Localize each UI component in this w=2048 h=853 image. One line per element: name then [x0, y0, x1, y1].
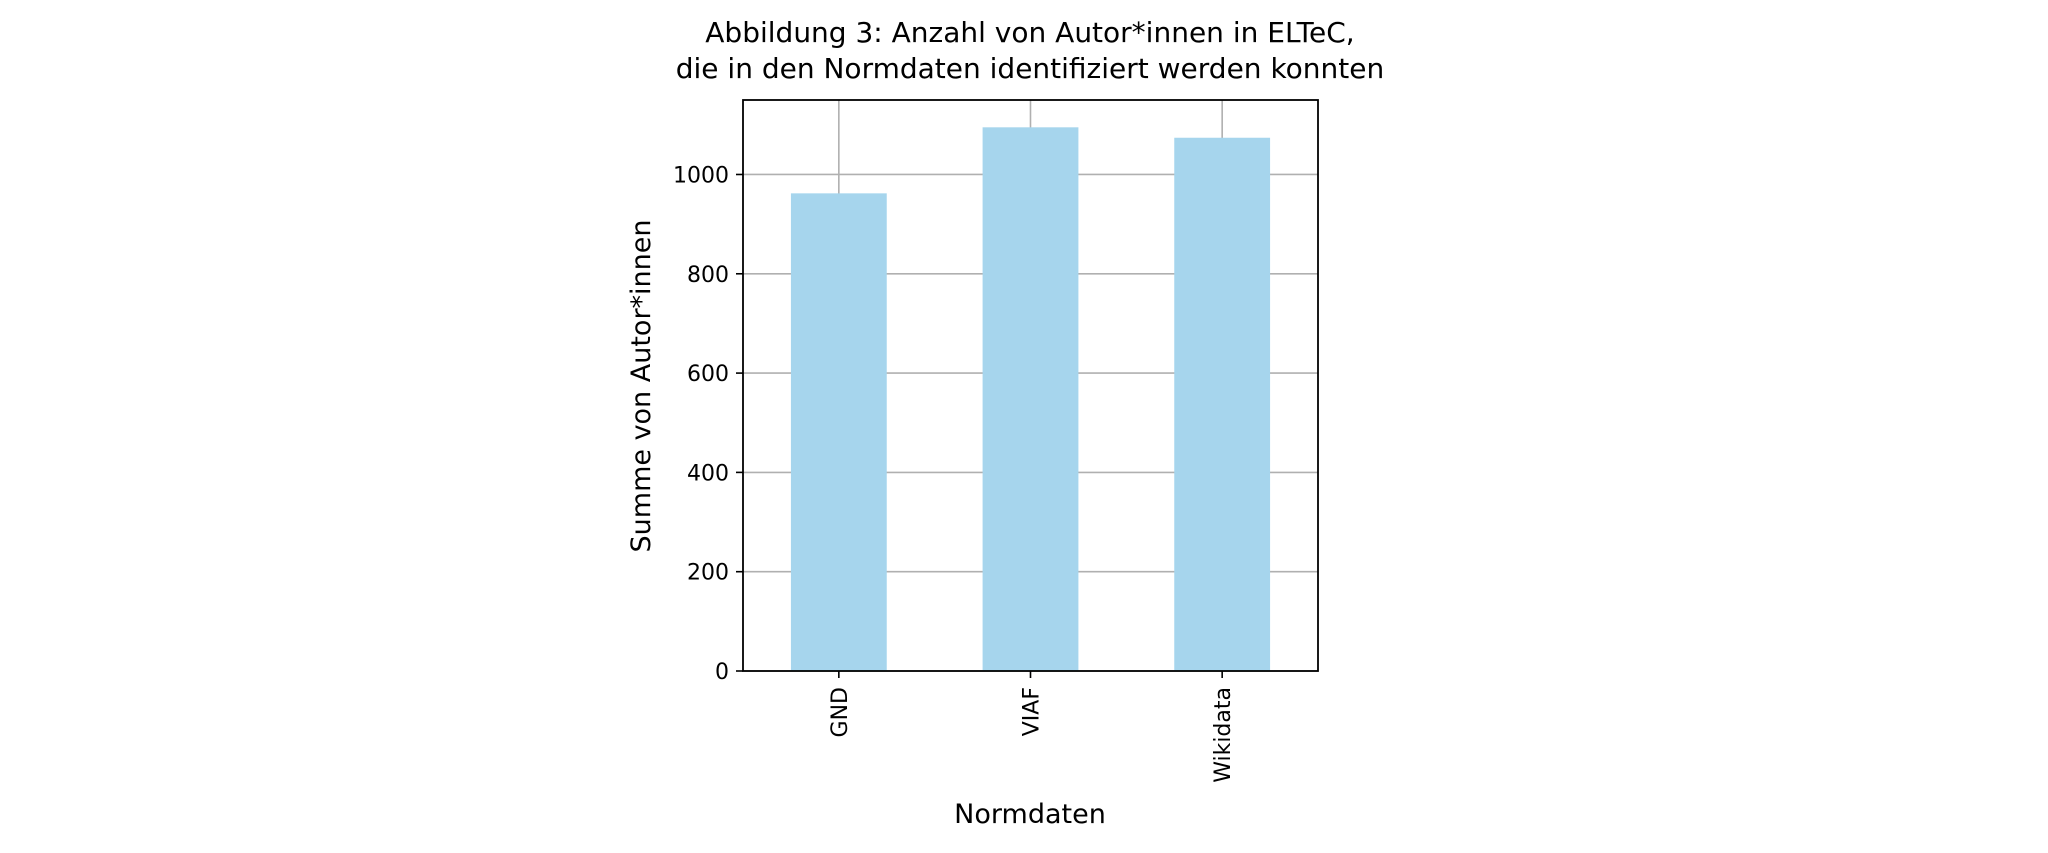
y-tick-label: 1000 [673, 163, 729, 188]
x-axis-ticks: GND VIAF Wikidata [828, 671, 1236, 783]
y-tick-label: 600 [687, 362, 729, 387]
chart-title-line-2: die in den Normdaten identifiziert werde… [676, 52, 1385, 85]
x-axis-label: Normdaten [954, 799, 1106, 830]
x-tick-label: VIAF [1020, 687, 1045, 736]
bar-wikidata [1174, 137, 1271, 671]
bar-viaf [982, 127, 1079, 671]
bar-gnd [790, 193, 887, 672]
y-axis-label: Summe von Autor*innen [626, 220, 657, 553]
bars [790, 127, 1271, 672]
x-tick-label: Wikidata [1211, 687, 1236, 783]
y-axis-ticks: 0 200 400 600 800 1000 [673, 163, 743, 685]
x-tick-label: GND [828, 687, 853, 737]
y-tick-label: 400 [687, 461, 729, 486]
y-tick-label: 0 [715, 660, 729, 685]
chart-title-line-1: Abbildung 3: Anzahl von Autor*innen in E… [705, 16, 1354, 49]
y-tick-label: 800 [687, 263, 729, 288]
y-tick-label: 200 [687, 561, 729, 586]
